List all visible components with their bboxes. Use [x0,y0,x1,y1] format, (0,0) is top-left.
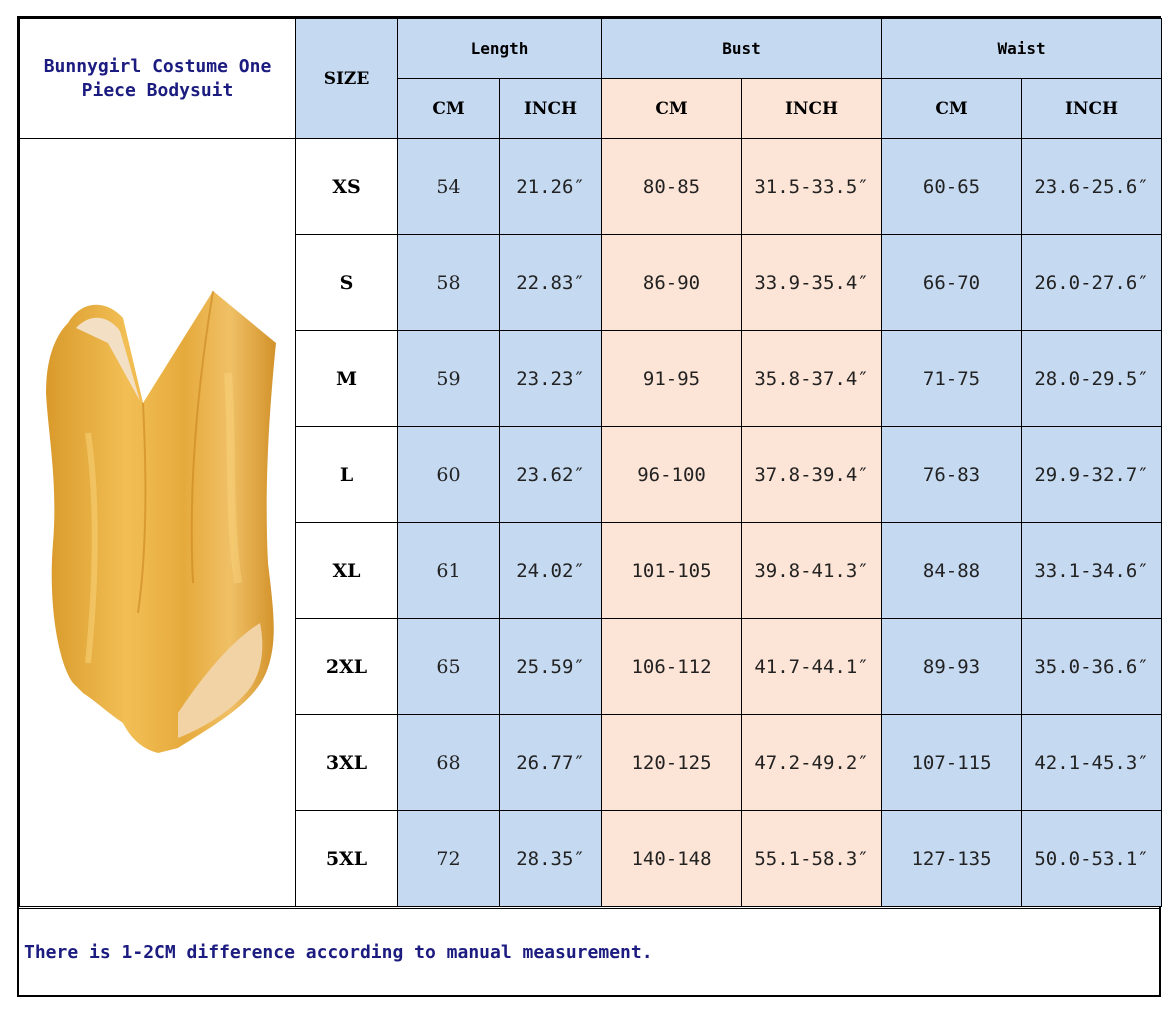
waist-inch-cell: 23.6-25.6″ [1021,138,1163,235]
length-cm-cell: 54 [397,138,500,235]
bust-inch-cell: 33.9-35.4″ [741,234,883,331]
bust-inch-cell: 47.2-49.2″ [741,714,883,811]
length-inch-cell: 23.23″ [498,330,603,427]
bust-cm-cell: 86-90 [601,234,743,331]
table-row: M 59 23.23″ 91-95 35.8-37.4″ 71-75 28.0-… [20,330,1163,427]
waist-cm-cell: 76-83 [881,426,1023,523]
size-cell: L [295,426,398,523]
product-image [19,138,296,907]
waist-inch-cell: 42.1-45.3″ [1021,714,1163,811]
waist-inch-cell: 28.0-29.5″ [1021,330,1163,427]
length-cm-cell: 61 [397,522,500,619]
size-table: Bunnygirl Costume One Piece Bodysuit SIZ… [19,18,1163,907]
bust-cm-cell: 120-125 [601,714,743,811]
waist-inch-header: INCH [1021,78,1163,139]
waist-cm-cell: 66-70 [881,234,1023,331]
waist-inch-cell: 50.0-53.1″ [1021,810,1163,907]
waist-cm-cell: 127-135 [881,810,1023,907]
length-header: Length [396,18,603,79]
table-row: 5XL 72 28.35″ 140-148 55.1-58.3″ 127-135… [20,810,1163,907]
bust-cm-cell: 101-105 [601,522,743,619]
length-inch-cell: 26.77″ [498,714,603,811]
size-cell: XS [295,138,398,235]
bust-cm-cell: 91-95 [601,330,743,427]
length-cm-cell: 65 [397,618,500,715]
length-cm-cell: 72 [397,810,500,907]
length-inch-cell: 24.02″ [498,522,603,619]
waist-inch-cell: 29.9-32.7″ [1021,426,1163,523]
length-inch-cell: 28.35″ [498,810,603,907]
length-inch-cell: 23.62″ [498,426,603,523]
waist-inch-cell: 35.0-36.6″ [1021,618,1163,715]
length-inch-cell: 25.59″ [498,618,603,715]
length-cm-header: CM [397,78,500,139]
length-inch-header: INCH [498,78,603,139]
bust-inch-cell: 31.5-33.5″ [741,138,883,235]
waist-inch-cell: 26.0-27.6″ [1021,234,1163,331]
bust-cm-cell: 96-100 [601,426,743,523]
bust-cm-cell: 140-148 [601,810,743,907]
length-inch-cell: 22.83″ [498,234,603,331]
bust-cm-cell: 106-112 [601,618,743,715]
table-row: S 58 22.83″ 86-90 33.9-35.4″ 66-70 26.0-… [20,234,1163,331]
measurement-note: There is 1-2CM difference according to m… [19,908,1161,995]
table-row: 3XL 68 26.77″ 120-125 47.2-49.2″ 107-115… [20,714,1163,811]
length-cm-cell: 60 [397,426,500,523]
waist-cm-cell: 107-115 [881,714,1023,811]
waist-cm-header: CM [881,78,1023,139]
table-row: L 60 23.62″ 96-100 37.8-39.4″ 76-83 29.9… [20,426,1163,523]
bust-inch-cell: 37.8-39.4″ [741,426,883,523]
table-row: 2XL 65 25.59″ 106-112 41.7-44.1″ 89-93 3… [20,618,1163,715]
table-row: XL 61 24.02″ 101-105 39.8-41.3″ 84-88 33… [20,522,1163,619]
bust-cm-header: CM [601,78,743,139]
length-cm-cell: 59 [397,330,500,427]
length-inch-cell: 21.26″ [498,138,603,235]
waist-header: Waist [881,18,1163,79]
waist-cm-cell: 60-65 [881,138,1023,235]
bust-inch-cell: 41.7-44.1″ [741,618,883,715]
bust-inch-cell: 55.1-58.3″ [741,810,883,907]
size-cell: 3XL [295,714,398,811]
size-chart: Bunnygirl Costume One Piece Bodysuit SIZ… [17,16,1163,997]
table-row: XS 54 21.26″ 80-85 31.5-33.5″ 60-65 23.6… [19,138,1163,907]
bust-inch-header: INCH [741,78,883,139]
bust-inch-cell: 39.8-41.3″ [741,522,883,619]
bust-header: Bust [601,18,883,79]
bodysuit-illustration [45,290,276,753]
size-cell: S [295,234,398,331]
bust-inch-cell: 35.8-37.4″ [741,330,883,427]
length-cm-cell: 68 [397,714,500,811]
size-cell: M [295,330,398,427]
waist-inch-cell: 33.1-34.6″ [1021,522,1163,619]
bust-cm-cell: 80-85 [601,138,743,235]
size-cell: 2XL [295,618,398,715]
length-cm-cell: 58 [397,234,500,331]
waist-cm-cell: 89-93 [881,618,1023,715]
waist-cm-cell: 84-88 [881,522,1023,619]
size-header: SIZE [295,18,398,139]
size-cell: XL [295,522,398,619]
waist-cm-cell: 71-75 [881,330,1023,427]
size-cell: 5XL [295,810,398,907]
product-title: Bunnygirl Costume One Piece Bodysuit [19,18,296,139]
